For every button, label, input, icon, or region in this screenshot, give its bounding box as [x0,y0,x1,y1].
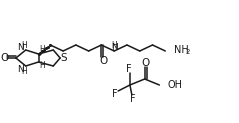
Text: N: N [17,64,24,74]
Text: 2: 2 [185,49,190,55]
Text: F: F [112,89,118,99]
Text: O: O [141,58,150,68]
Text: F: F [126,64,132,74]
Text: H: H [40,46,45,54]
Text: H: H [21,40,27,49]
Text: OH: OH [167,80,182,90]
Text: O: O [0,53,8,63]
Text: NH: NH [174,45,189,55]
Text: F: F [130,94,136,104]
Text: H: H [21,67,27,76]
Text: S: S [61,53,67,63]
Text: H: H [40,62,45,70]
Text: N: N [111,44,118,53]
Text: O: O [99,56,108,66]
Text: H: H [111,41,117,51]
Text: N: N [17,43,24,52]
